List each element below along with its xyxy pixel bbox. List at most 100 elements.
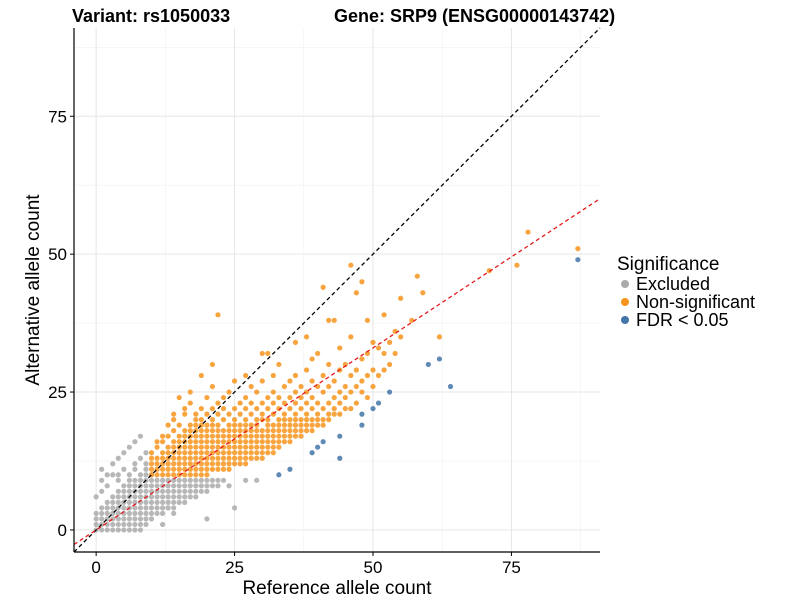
- data-point: [276, 422, 282, 428]
- data-point: [575, 257, 581, 263]
- data-point: [121, 494, 127, 500]
- y-axis-title: Alternative allele count: [23, 194, 44, 386]
- y-axis-ticks: 0 25 50 75: [48, 107, 74, 540]
- data-point: [303, 417, 310, 423]
- data-point: [309, 417, 315, 423]
- data-point: [237, 428, 243, 434]
- data-point: [215, 466, 221, 472]
- data-point: [182, 483, 188, 489]
- data-point: [292, 422, 299, 428]
- data-point: [237, 439, 243, 445]
- data-point: [320, 405, 326, 412]
- data-point: [226, 411, 232, 417]
- data-point: [176, 394, 182, 401]
- data-point: [204, 394, 210, 401]
- data-point: [193, 472, 199, 478]
- data-point: [237, 422, 243, 428]
- data-point: [281, 383, 287, 390]
- data-point: [215, 444, 221, 450]
- data-point: [110, 499, 116, 505]
- data-point: [298, 405, 304, 412]
- data-point: [132, 521, 138, 528]
- data-point: [259, 455, 265, 461]
- data-point: [121, 521, 127, 528]
- data-point: [265, 405, 271, 412]
- data-point: [187, 439, 193, 445]
- data-point: [193, 439, 199, 445]
- data-point: [137, 494, 144, 500]
- data-point: [220, 417, 227, 423]
- data-point: [215, 477, 221, 483]
- data-point: [159, 450, 166, 456]
- data-point: [154, 499, 160, 505]
- data-point: [276, 428, 282, 434]
- data-point: [226, 466, 232, 472]
- reference-lines: [73, 27, 601, 553]
- data-point: [292, 428, 299, 434]
- data-point: [159, 494, 166, 500]
- data-point: [342, 383, 348, 390]
- data-point: [243, 450, 249, 456]
- data-point: [348, 372, 354, 379]
- data-point: [370, 367, 376, 373]
- data-point: [132, 516, 138, 522]
- data-point: [171, 477, 177, 483]
- data-point: [121, 450, 127, 456]
- data-point: [115, 488, 121, 494]
- data-point: [126, 483, 132, 489]
- data-point: [575, 246, 581, 252]
- data-point: [159, 499, 166, 505]
- data-point: [298, 417, 304, 423]
- data-point: [132, 439, 138, 445]
- data-point: [93, 494, 99, 500]
- data-point: [176, 483, 182, 489]
- data-point: [259, 444, 265, 450]
- data-point: [93, 516, 99, 522]
- data-point: [209, 455, 216, 461]
- data-point: [209, 483, 216, 489]
- data-point: [331, 394, 337, 401]
- data-point: [171, 488, 177, 494]
- data-point: [320, 439, 326, 445]
- y-tick-label: 75: [48, 107, 67, 126]
- data-point: [276, 417, 282, 423]
- data-point: [126, 510, 132, 516]
- data-point: [226, 428, 232, 434]
- data-point: [220, 455, 227, 461]
- data-point: [204, 433, 210, 439]
- data-point: [276, 472, 282, 478]
- data-point: [99, 466, 105, 472]
- data-point: [243, 444, 249, 450]
- data-point: [265, 433, 271, 439]
- data-point: [303, 334, 310, 340]
- data-point: [193, 483, 199, 489]
- data-point: [126, 527, 132, 533]
- data-point: [226, 433, 232, 439]
- data-point: [315, 411, 321, 417]
- data-point: [126, 521, 132, 528]
- data-point: [292, 400, 299, 406]
- x-tick-label: 75: [502, 558, 521, 577]
- data-point: [99, 527, 105, 533]
- data-point: [187, 472, 193, 478]
- data-point: [248, 411, 254, 417]
- data-point: [110, 527, 116, 533]
- data-point: [204, 483, 210, 489]
- data-point: [126, 444, 132, 450]
- data-point: [182, 461, 188, 467]
- legend-key-1: [621, 298, 629, 306]
- data-point: [359, 378, 365, 384]
- data-point: [121, 527, 127, 533]
- data-point: [165, 499, 171, 505]
- data-point: [303, 428, 310, 434]
- data-point: [331, 411, 337, 417]
- data-point: [320, 422, 326, 428]
- data-point: [265, 428, 271, 434]
- data-point: [143, 472, 149, 478]
- data-point: [287, 433, 293, 439]
- reference-line-identity: [73, 27, 601, 553]
- data-point: [270, 439, 276, 445]
- data-point: [209, 422, 216, 428]
- data-point: [204, 428, 210, 434]
- data-point: [132, 466, 138, 472]
